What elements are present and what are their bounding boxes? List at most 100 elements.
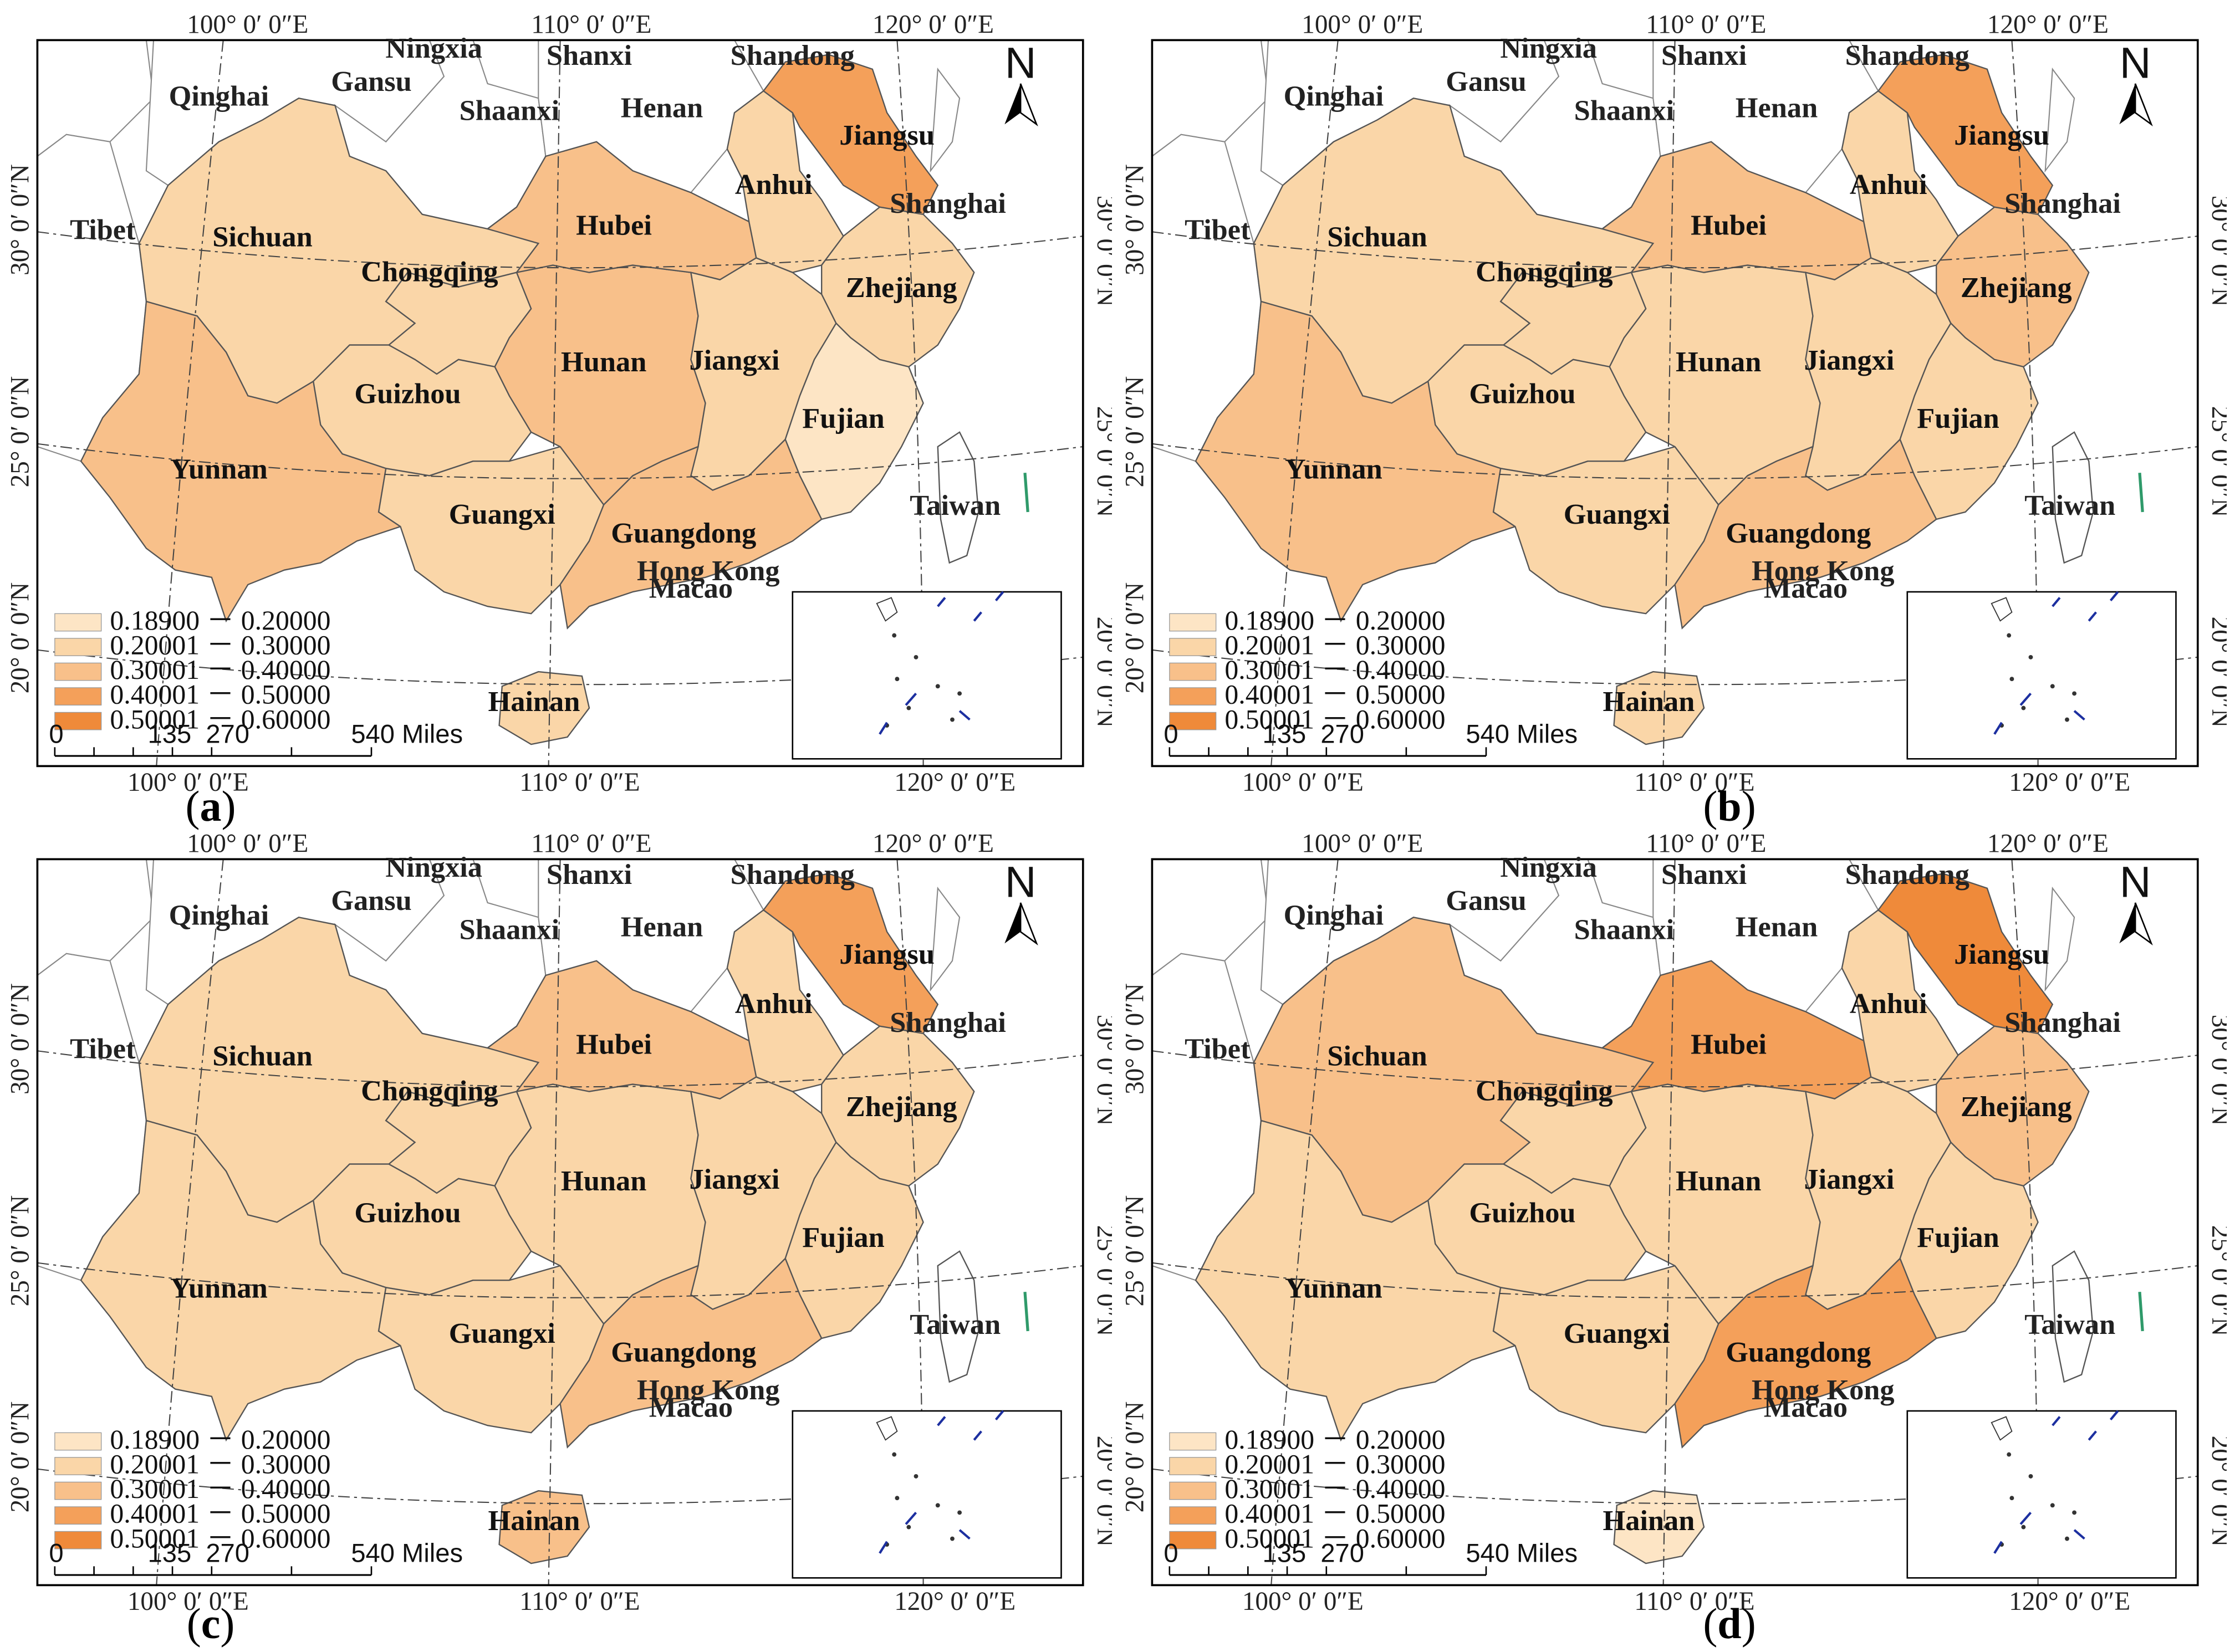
- legend-swatch: [54, 1457, 102, 1475]
- province-hainan: [498, 1490, 590, 1564]
- north-arrow-icon: N: [2119, 39, 2153, 127]
- coord-label-left: 20° 0′ 0″N: [8, 1402, 35, 1513]
- coord-label-right: 25° 0′ 0″N: [2206, 406, 2227, 518]
- scale-tick-label: 135: [148, 719, 192, 748]
- province-label: Guizhou: [1469, 1196, 1575, 1229]
- legend-label: 0.18900 － 0.20000: [1224, 1424, 1445, 1455]
- province-label: Guangdong: [611, 1336, 756, 1368]
- province-yunnan: [80, 1119, 402, 1442]
- region-label: Gansu: [1446, 884, 1527, 917]
- province-hainan: [1613, 671, 1705, 745]
- province-label: Chongqing: [1476, 1075, 1613, 1107]
- region-label: Qinghai: [1284, 80, 1384, 112]
- legend-swatch: [54, 613, 102, 632]
- legend-swatch: [54, 1481, 102, 1500]
- taiwan-shape: [2052, 431, 2094, 564]
- north-arrow-icon: N: [1004, 858, 1038, 946]
- coord-label-top: 110° 0′ 0″E: [531, 11, 651, 39]
- scale-tick-label: 270: [206, 1538, 249, 1567]
- province-jiangsu: [762, 54, 939, 216]
- coord-label-top: 110° 0′ 0″E: [1646, 11, 1766, 39]
- province-label: Zhejiang: [1961, 272, 2072, 304]
- taiwan-shape: [2052, 1250, 2094, 1383]
- legend-label: 0.30001 － 0.40000: [1224, 1474, 1445, 1504]
- region-label: Henan: [621, 911, 703, 943]
- coord-label-right: 25° 0′ 0″N: [1091, 406, 1112, 518]
- region-label: Tibet: [1185, 1032, 1251, 1065]
- province-label: Anhui: [1850, 988, 1927, 1020]
- legend-swatch: [54, 638, 102, 656]
- province-zhejiang: [1936, 206, 2090, 368]
- coord-label-bottom: 100° 0′ 0″E: [1242, 768, 1364, 795]
- province-yunnan: [1195, 1119, 1517, 1442]
- province-label: Sichuan: [1327, 221, 1427, 253]
- province-label: Guangdong: [1726, 517, 1871, 549]
- caption-letter: d: [1717, 1599, 1742, 1648]
- province-yunnan: [1195, 300, 1517, 623]
- province-zhejiang: [821, 1025, 975, 1187]
- province-label: Jiangsu: [1954, 119, 2049, 151]
- province-label: Jiangsu: [1954, 938, 2049, 970]
- province-label: Hainan: [488, 686, 580, 718]
- coord-label-bottom: 100° 0′ 0″E: [127, 1587, 249, 1614]
- region-label: Hong Kong: [637, 1374, 780, 1406]
- island-mark: [2138, 472, 2144, 513]
- province-yunnan: [80, 300, 402, 623]
- coord-label-right: 30° 0′ 0″N: [1091, 1015, 1112, 1126]
- coordinate-labels: 100° 0′ 0″E 110° 0′ 0″E 120° 0′ 0″E 100° 0′…: [8, 11, 1112, 795]
- taiwan-shape: [937, 431, 979, 564]
- island-mark: [1023, 1291, 1029, 1332]
- province-label: Guangdong: [1726, 1336, 1871, 1368]
- region-label: Taiwan: [2024, 1308, 2115, 1341]
- taiwan-shape: [937, 1250, 979, 1383]
- legend-swatch: [1169, 662, 1217, 681]
- legend-label: 0.40001 － 0.50000: [110, 679, 330, 710]
- scale-tick-label: 135: [1263, 719, 1307, 748]
- province-jiangsu: [1877, 873, 2054, 1035]
- province-label: Jiangsu: [839, 938, 935, 970]
- region-label: Qinghai: [1284, 899, 1384, 931]
- inset-map: [1906, 1410, 2177, 1579]
- caption-a: (a): [185, 782, 236, 830]
- region-label: Ningxia: [1500, 851, 1597, 883]
- inset-map: [792, 591, 1062, 760]
- coord-label-bottom: 110° 0′ 0″E: [519, 1587, 640, 1614]
- province-layer: [80, 873, 975, 1564]
- caption-letter: c: [201, 1599, 221, 1648]
- legend-label: 0.20001 － 0.30000: [1224, 630, 1445, 661]
- legend-swatch: [54, 1531, 102, 1549]
- province-label: Zhejiang: [846, 1091, 957, 1123]
- caption-c: (c): [186, 1599, 235, 1648]
- region-label: Gansu: [1446, 65, 1527, 98]
- coordinate-labels: 100° 0′ 0″E 110° 0′ 0″E 120° 0′ 0″E 100° 0′…: [8, 830, 1112, 1614]
- scale-tick-label: 270: [1320, 1538, 1364, 1567]
- province-label: Guangxi: [449, 1317, 555, 1349]
- legend-label: 0.18900 － 0.20000: [1224, 605, 1445, 636]
- region-label: Tibet: [70, 1032, 136, 1065]
- scale-tick-label: 0: [1164, 1538, 1178, 1567]
- province-label: Yunnan: [1285, 1272, 1382, 1305]
- map-panel-b: Sichuan Chongqing Guizhou Yunnan Guangxi Huna…: [1123, 11, 2227, 795]
- province-label: Guangxi: [1564, 498, 1670, 530]
- region-label: Shaanxi: [1574, 95, 1675, 127]
- province-label: Anhui: [1850, 168, 1927, 201]
- region-label: Shaanxi: [460, 95, 559, 127]
- province-label: Guizhou: [1469, 377, 1575, 410]
- province-label: Anhui: [735, 168, 813, 201]
- legend-label: 0.18900 － 0.20000: [110, 1424, 330, 1455]
- province-label: Hubei: [1691, 209, 1767, 241]
- legend-swatch: [54, 1432, 102, 1451]
- region-label: Shaanxi: [1574, 914, 1675, 946]
- province-label: Sichuan: [1327, 1040, 1427, 1072]
- neighbor-regions: [37, 858, 961, 1281]
- province-label: Jiangxi: [689, 1163, 779, 1195]
- legend-label: 0.18900 － 0.20000: [110, 605, 330, 636]
- caption-b: (b): [1703, 782, 1756, 830]
- province-layer: [80, 54, 975, 745]
- region-label: Taiwan: [910, 489, 1001, 521]
- map-frame: [1151, 858, 2199, 1587]
- scale-bar: 0 135 270 540 Miles: [49, 1538, 463, 1576]
- province-label: Yunnan: [170, 1272, 268, 1305]
- map-panel-a: Sichuan Chongqing Guizhou Yunnan Guangxi Huna…: [8, 11, 1112, 795]
